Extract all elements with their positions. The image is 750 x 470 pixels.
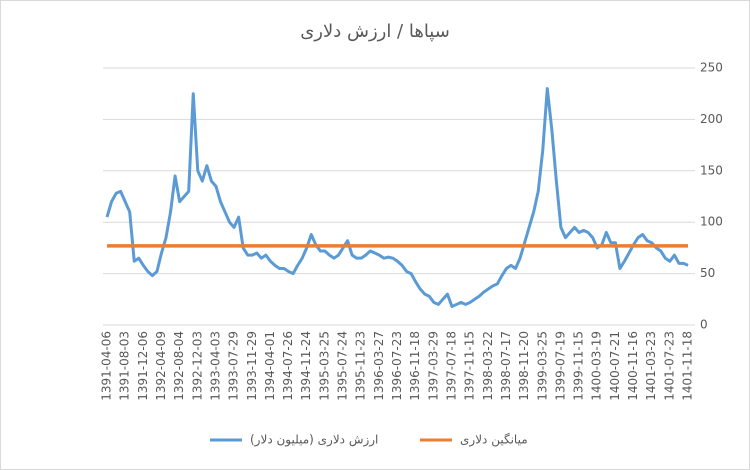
x-tick-label: 1395-03-25 bbox=[317, 331, 331, 401]
y-tick-label: 50 bbox=[700, 266, 715, 280]
x-tick-label: 1401-03-23 bbox=[644, 331, 658, 401]
x-tick-label: 1393-07-29 bbox=[227, 331, 241, 401]
x-tick-label: 1394-07-26 bbox=[281, 331, 295, 401]
x-tick-label: 1398-03-22 bbox=[481, 331, 495, 401]
x-tick-label: 1401-11-18 bbox=[681, 331, 695, 401]
x-tick-label: 1397-11-15 bbox=[463, 331, 477, 401]
x-tick-label: 1394-11-24 bbox=[299, 331, 313, 401]
x-tick-label: 1399-07-19 bbox=[553, 331, 567, 401]
x-tick-label: 1396-07-23 bbox=[390, 331, 404, 401]
x-tick-label: 1400-07-21 bbox=[608, 331, 622, 401]
x-tick-label: 1391-08-03 bbox=[118, 331, 132, 401]
y-tick-label: 200 bbox=[700, 112, 723, 126]
x-tick-label: 1397-07-18 bbox=[444, 331, 458, 401]
x-tick-label: 1397-03-29 bbox=[426, 331, 440, 401]
x-tick-label: 1394-04-01 bbox=[263, 331, 277, 401]
x-tick-label: 1393-04-03 bbox=[208, 331, 222, 401]
legend-label: ارزش دلاری (میلیون دلار) bbox=[250, 433, 378, 448]
x-tick-label: 1399-03-25 bbox=[535, 331, 549, 401]
x-tick-label: 1395-07-24 bbox=[336, 331, 350, 401]
x-tick-label: 1395-11-23 bbox=[354, 331, 368, 401]
x-tick-label: 1400-11-16 bbox=[626, 331, 640, 401]
x-tick-label: 1399-11-15 bbox=[572, 331, 586, 401]
x-tick-label: 1396-03-27 bbox=[372, 331, 386, 401]
x-tick-label: 1400-03-19 bbox=[590, 331, 604, 401]
legend-label: میانگین دلاری bbox=[460, 433, 528, 448]
x-tick-label: 1398-07-17 bbox=[499, 331, 513, 401]
chart-title: سپاها / ارزش دلاری bbox=[300, 21, 450, 42]
x-tick-label: 1391-04-06 bbox=[100, 331, 114, 401]
x-tick-label: 1393-11-29 bbox=[245, 331, 259, 401]
x-tick-label: 1392-04-09 bbox=[154, 331, 168, 401]
y-tick-label: 100 bbox=[700, 215, 723, 229]
x-tick-label: 1392-08-04 bbox=[172, 331, 186, 401]
x-tick-label: 1401-07-23 bbox=[662, 331, 676, 401]
x-tick-label: 1398-11-20 bbox=[517, 331, 531, 401]
x-tick-label: 1392-12-03 bbox=[190, 331, 204, 401]
x-tick-label: 1391-12-06 bbox=[136, 331, 150, 401]
data-line bbox=[105, 87, 689, 308]
y-tick-label: 150 bbox=[700, 163, 723, 177]
x-tick-label: 1396-11-18 bbox=[408, 331, 422, 401]
y-tick-label: 0 bbox=[700, 318, 708, 332]
y-tick-label: 250 bbox=[700, 61, 723, 75]
